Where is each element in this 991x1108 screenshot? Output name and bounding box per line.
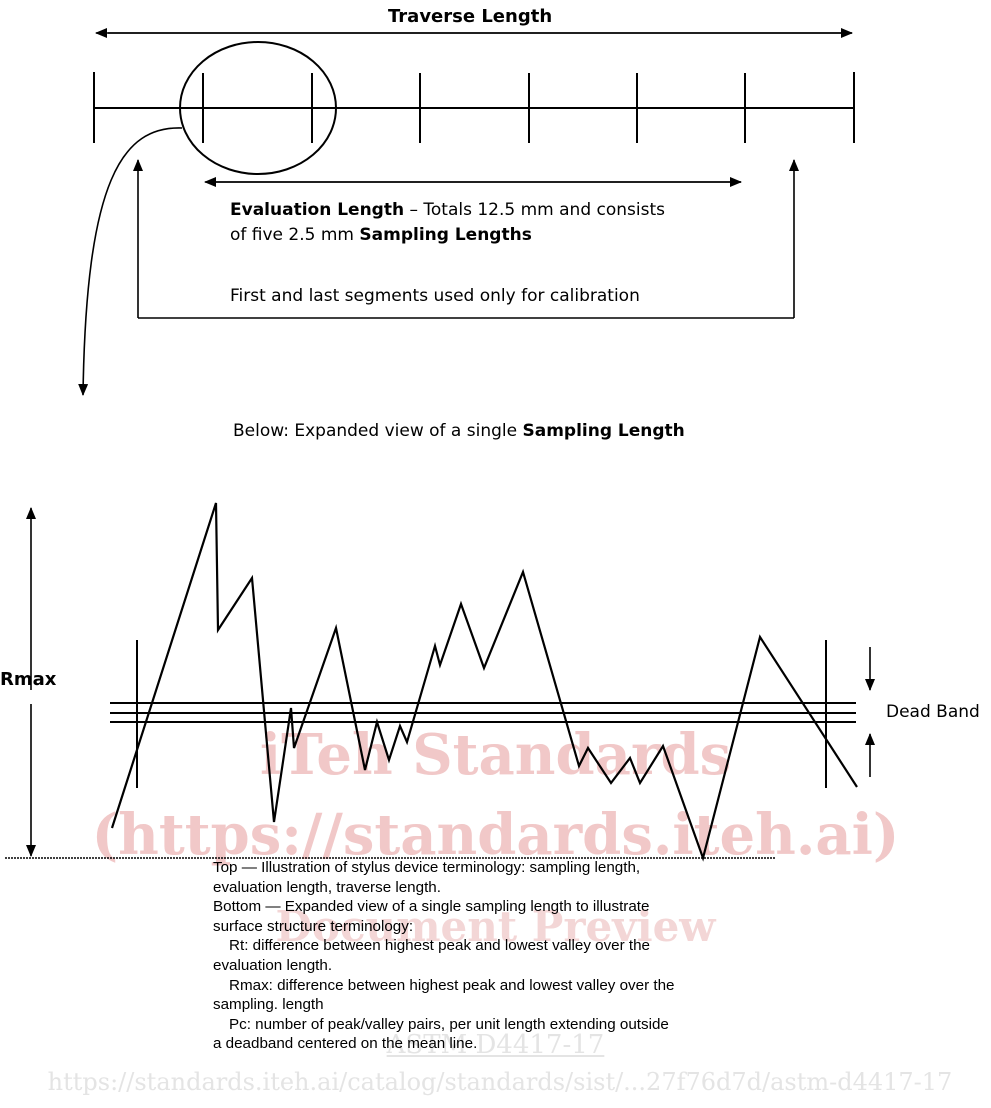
- caption-line-7: Rmax: difference between highest peak an…: [229, 976, 675, 994]
- magnifier-ellipse: [179, 41, 337, 175]
- expanded-view-bold: Sampling Length: [522, 421, 685, 441]
- sampling-segments-baseline: [93, 72, 855, 143]
- rmax-label: Rmax: [0, 669, 57, 690]
- surface-profile: [110, 502, 858, 862]
- caption-line-1: Top — Illustration of stylus device term…: [213, 859, 641, 876]
- evaluation-length-line-1: Evaluation Length – Totals 12.5 mm and c…: [230, 200, 665, 220]
- watermark-line-2: (https://standards.iteh.ai): [91, 802, 900, 868]
- expanded-view-prefix: Below: Expanded view of a single: [233, 421, 523, 441]
- watermark-line-4: ASTM D4417-17: [386, 1030, 605, 1060]
- evaluation-length-line-2: of five 2.5 mm Sampling Lengths: [230, 225, 532, 245]
- expand-pointer-arrow: [78, 127, 183, 396]
- evaluation-length-bold: Evaluation Length: [230, 200, 405, 220]
- caption-line-9: Pc: number of peak/valley pairs, per uni…: [229, 1015, 669, 1033]
- watermark-line-3: Document Preview: [275, 902, 716, 951]
- traverse-length-label: Traverse Length: [388, 6, 553, 27]
- calibration-note: First and last segments used only for ca…: [230, 286, 640, 306]
- caption-line-2: evaluation length, traverse length.: [213, 878, 441, 896]
- caption-line-10: a deadband centered on the mean line.: [213, 1035, 478, 1053]
- caption-line-8: sampling. length: [213, 996, 324, 1014]
- watermark-line-5: https://standards.iteh.ai/catalog/standa…: [47, 1068, 953, 1096]
- sampling-boundaries: [136, 640, 827, 788]
- caption-line-6: evaluation length.: [213, 956, 333, 974]
- evaluation-length-text-1: – Totals 12.5 mm and consists: [404, 200, 666, 220]
- expanded-view-heading: Below: Expanded view of a single Samplin…: [233, 421, 685, 441]
- figure-caption: Top — Illustration of stylus device term…: [213, 858, 813, 1054]
- sampling-lengths-bold: Sampling Lengths: [359, 225, 532, 245]
- calibration-bracket: [133, 159, 799, 319]
- dead-band-label: Dead Band: [886, 702, 980, 722]
- dead-band-lines: [110, 702, 856, 723]
- caption-line-3: Bottom — Expanded view of a single sampl…: [213, 898, 650, 916]
- evaluation-length-text-2: of five 2.5 mm: [230, 225, 360, 245]
- caption-line-5: Rt: difference between highest peak and …: [229, 937, 651, 955]
- watermark-line-1: iTeh Standards: [259, 722, 732, 788]
- caption-line-4: surface structure terminology:: [213, 917, 414, 935]
